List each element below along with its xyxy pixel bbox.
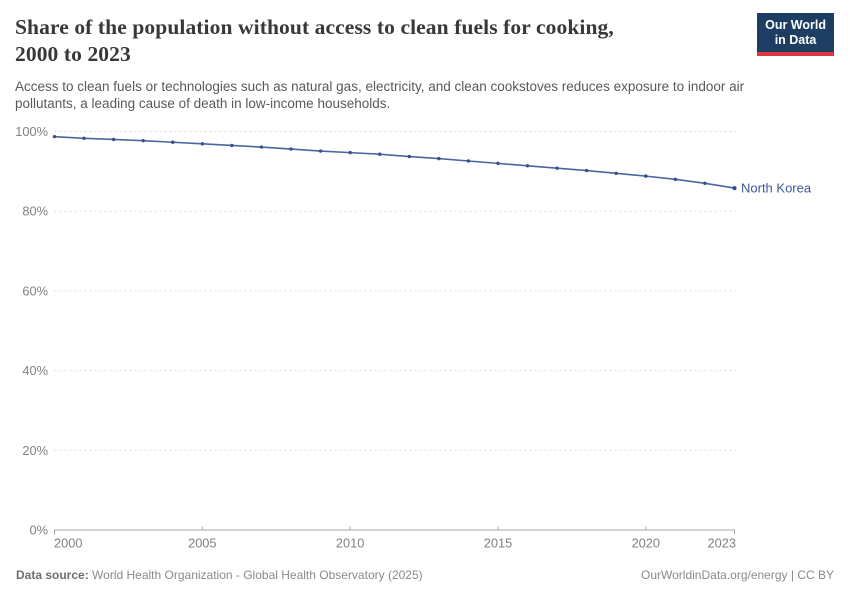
data-point[interactable] — [348, 150, 352, 155]
data-point[interactable] — [614, 171, 618, 176]
data-point[interactable] — [732, 185, 737, 191]
x-axis-tick-label: 2020 — [632, 536, 660, 551]
series-entity-label[interactable]: North Korea — [741, 181, 812, 196]
line-chart-canvas: 0% 20% 40% 60% 80% 100% 2000 2005 2010 2015 2020 20… — [15, 124, 812, 551]
owid-logo[interactable]: Our World in Data — [757, 13, 834, 56]
chart-title-line2: 2000 to 2023 — [15, 42, 131, 66]
y-axis-tick-label: 60% — [22, 283, 48, 298]
y-axis-tick-label: 100% — [15, 124, 48, 139]
data-point[interactable] — [318, 149, 323, 153]
data-point[interactable] — [525, 164, 530, 168]
series-line-north-korea[interactable] — [53, 135, 736, 189]
chart-subtitle-line2: pollutants, a leading cause of death in … — [15, 95, 391, 111]
y-axis-tick-label: 0% — [30, 523, 49, 538]
data-point[interactable] — [259, 145, 264, 149]
data-point[interactable] — [584, 168, 589, 173]
chart-footer: Data source: World Health Organization -… — [16, 568, 834, 582]
chart-title: Share of the population without access t… — [15, 14, 755, 68]
data-point[interactable] — [378, 152, 382, 156]
data-point[interactable] — [230, 143, 234, 148]
data-point[interactable] — [141, 138, 145, 143]
chart-plot-area: 0% 20% 40% 60% 80% 100% 2000 2005 2010 2015 2020 20… — [0, 118, 850, 560]
data-point[interactable] — [82, 136, 86, 140]
data-point[interactable] — [555, 166, 559, 170]
chart-title-line1: Share of the population without access t… — [15, 15, 614, 39]
x-axis-tick-label: 2010 — [336, 536, 364, 551]
x-axis-tick-label: 2015 — [484, 536, 512, 551]
data-source-value: World Health Organization - Global Healt… — [88, 568, 423, 582]
data-point[interactable] — [437, 156, 441, 161]
y-axis-tick-label: 80% — [22, 204, 48, 219]
data-source-note: Data source: World Health Organization -… — [16, 568, 423, 582]
data-point[interactable] — [171, 140, 175, 144]
x-axis-tick-label: 2000 — [54, 536, 82, 551]
data-point[interactable] — [289, 147, 293, 151]
data-point[interactable] — [644, 174, 648, 178]
x-axis-tick-label: 2023 — [708, 536, 736, 551]
y-axis-tick-label: 20% — [22, 443, 48, 458]
chart-subtitle: Access to clean fuels or technologies su… — [15, 79, 755, 112]
data-point[interactable] — [703, 181, 707, 186]
data-point[interactable] — [466, 159, 471, 163]
data-point[interactable] — [496, 161, 500, 166]
chart-header: Share of the population without access t… — [15, 14, 755, 112]
x-axis-tick-label: 2005 — [188, 536, 216, 551]
owid-logo-line1: Our World — [765, 18, 826, 32]
data-point[interactable] — [52, 134, 57, 139]
owid-logo-line2: in Data — [774, 32, 817, 47]
y-axis-tick-label: 40% — [22, 363, 48, 378]
chart-subtitle-line1: Access to clean fuels or technologies su… — [15, 79, 745, 94]
credit-link[interactable]: OurWorldinData.org/energy | CC BY — [641, 568, 834, 582]
data-point[interactable] — [200, 142, 205, 146]
data-point[interactable] — [111, 137, 116, 142]
data-point[interactable] — [673, 177, 678, 182]
x-axis-line — [54, 529, 735, 535]
data-source-label: Data source: — [16, 568, 89, 582]
data-point[interactable] — [407, 154, 411, 159]
